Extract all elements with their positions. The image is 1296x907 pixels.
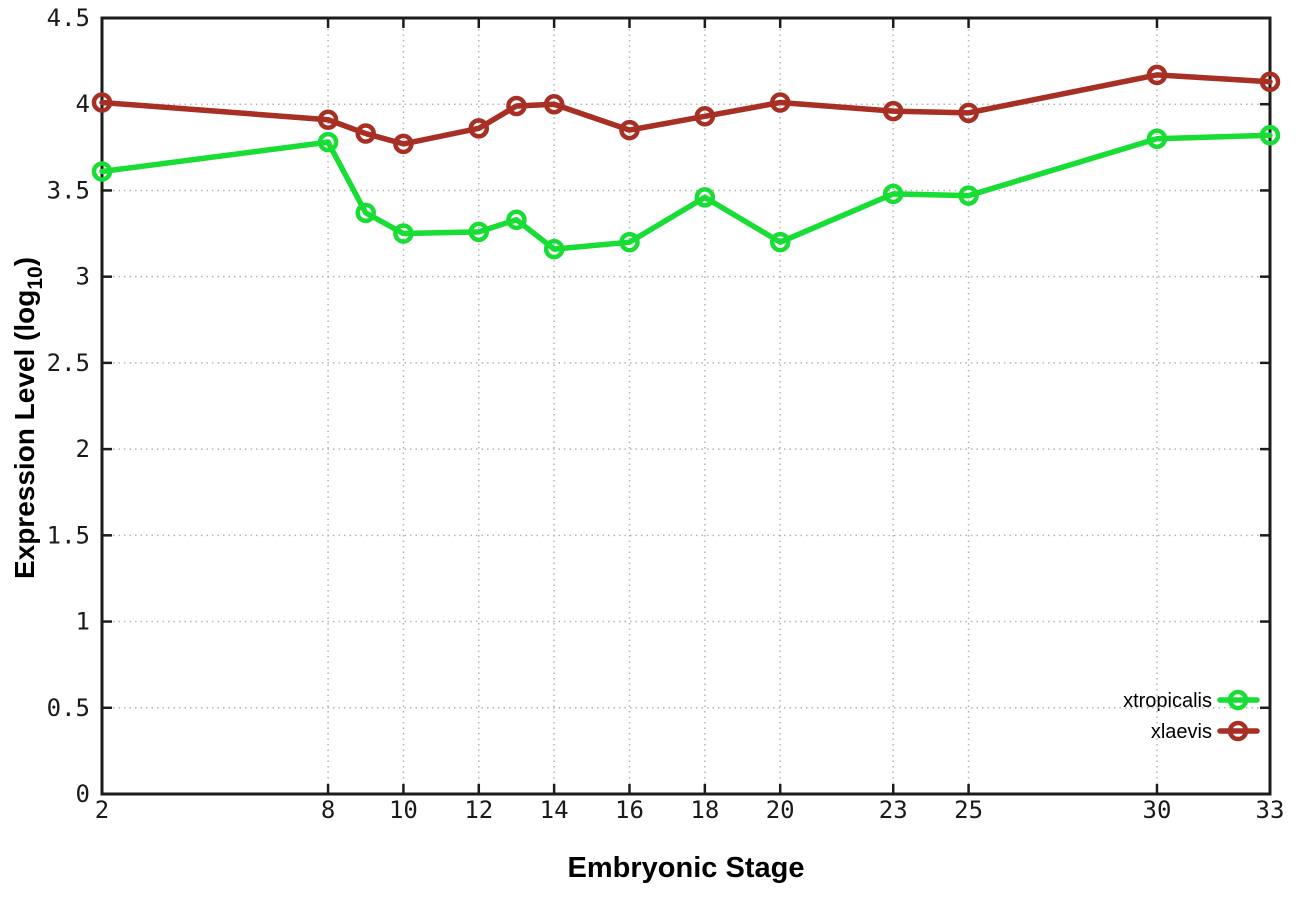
- y-axis-title: Expression Level (log10): [9, 257, 47, 579]
- data-point-xtropicalis: [769, 231, 791, 253]
- data-point-xtropicalis: [958, 185, 979, 206]
- y-tick-label: 1.5: [47, 521, 90, 549]
- data-point-xtropicalis: [468, 221, 490, 243]
- x-tick-label: 2: [95, 796, 109, 824]
- x-tick-label: 12: [464, 796, 493, 824]
- x-tick-label: 16: [615, 796, 644, 824]
- x-tick-label: 10: [389, 796, 418, 824]
- data-point-xlaevis: [91, 92, 113, 113]
- data-point-xtropicalis: [619, 231, 640, 253]
- data-point-xlaevis: [882, 100, 904, 122]
- y-tick-label: 4: [76, 90, 90, 118]
- legend-label-xtropicalis: xtropicalis: [1123, 690, 1212, 712]
- series-line-xlaevis: [99, 72, 1273, 147]
- y-tick-label: 3.5: [47, 176, 90, 204]
- y-tick-label: 2.5: [47, 349, 90, 377]
- data-point-xtropicalis: [91, 161, 113, 182]
- data-point-xtropicalis: [355, 202, 376, 224]
- data-point-xtropicalis: [317, 131, 339, 153]
- legend-marker-xtropicalis: [1227, 689, 1249, 711]
- data-point-xtropicalis: [506, 209, 527, 231]
- y-tick-label: 0.5: [47, 694, 90, 722]
- data-point-xlaevis: [393, 133, 414, 155]
- data-point-xtropicalis: [543, 238, 565, 260]
- plot-border: [100, 16, 1272, 796]
- data-point-xlaevis: [543, 93, 565, 115]
- data-point-xlaevis: [317, 109, 339, 130]
- y-tick-label: 0: [76, 780, 90, 808]
- data-point-xlaevis: [694, 106, 716, 127]
- data-point-xlaevis: [468, 118, 490, 139]
- data-point-xtropicalis: [1259, 125, 1281, 146]
- y-tick-label: 3: [76, 263, 90, 291]
- series-line-xtropicalis: [99, 132, 1273, 252]
- data-point-xtropicalis: [393, 223, 414, 244]
- x-tick-label: 25: [954, 796, 983, 824]
- data-point-xlaevis: [1259, 71, 1281, 93]
- data-point-xlaevis: [958, 102, 979, 124]
- data-point-xtropicalis: [694, 187, 716, 208]
- x-tick-label: 8: [321, 796, 335, 824]
- data-point-xtropicalis: [882, 183, 904, 205]
- y-tick-label: 4.5: [47, 4, 90, 32]
- x-tick-label: 23: [879, 796, 908, 824]
- legend-marker-xlaevis: [1227, 720, 1249, 742]
- x-tick-label: 14: [540, 796, 569, 824]
- y-tick-label: 1: [76, 608, 90, 636]
- data-point-xtropicalis: [1146, 128, 1168, 149]
- y-tick-label: 2: [76, 435, 90, 463]
- data-point-xlaevis: [1146, 64, 1168, 86]
- data-point-xlaevis: [769, 92, 791, 113]
- legend-label-xlaevis: xlaevis: [1151, 721, 1212, 743]
- x-tick-label: 20: [766, 796, 795, 824]
- data-point-xlaevis: [506, 95, 527, 117]
- data-point-xlaevis: [619, 119, 640, 141]
- x-tick-label: 33: [1256, 796, 1285, 824]
- x-axis-title: Embryonic Stage: [568, 852, 805, 884]
- x-tick-label: 18: [690, 796, 719, 824]
- x-tick-label: 30: [1143, 796, 1172, 824]
- data-point-xlaevis: [355, 123, 376, 144]
